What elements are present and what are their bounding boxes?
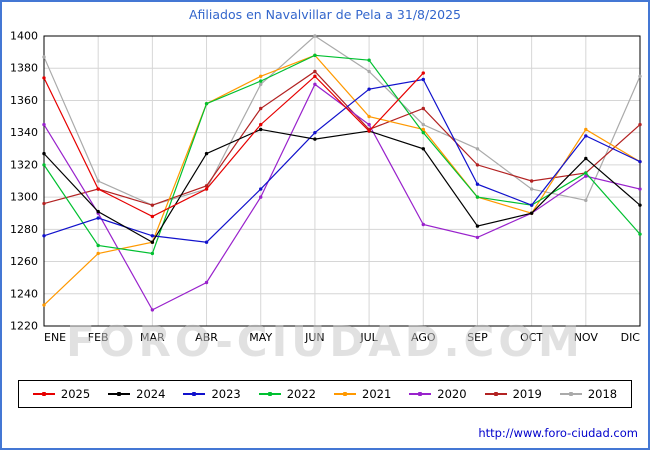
footer-url[interactable]: http://www.foro-ciudad.com (478, 426, 638, 440)
svg-text:1360: 1360 (10, 94, 38, 107)
svg-text:1380: 1380 (10, 62, 38, 75)
svg-text:1260: 1260 (10, 255, 38, 268)
legend-item-2022: 2022 (258, 387, 316, 401)
svg-text:MAY: MAY (249, 331, 272, 344)
svg-text:SEP: SEP (467, 331, 488, 344)
legend-label: 2023 (211, 387, 241, 401)
svg-text:MAR: MAR (140, 331, 165, 344)
legend-label: 2021 (362, 387, 392, 401)
svg-text:FEB: FEB (88, 331, 109, 344)
svg-text:OCT: OCT (520, 331, 543, 344)
legend-label: 2019 (512, 387, 542, 401)
chart-area: 1220 1240 1260 1280 1300 1320 1340 1360 1380 1400… (2, 26, 648, 366)
line-chart: 1220 1240 1260 1280 1300 1320 1340 1360 1380 1400… (10, 30, 642, 344)
legend-label: 2020 (437, 387, 467, 401)
legend-swatch (484, 392, 507, 396)
svg-text:1340: 1340 (10, 126, 38, 139)
legend-item-2021: 2021 (334, 387, 391, 401)
page-title: Afiliados en Navalvillar de Pela a 31/8/… (188, 7, 462, 22)
legend-item-2025: 2025 (32, 387, 91, 401)
legend-label: 2018 (587, 387, 618, 401)
svg-text:1320: 1320 (10, 158, 38, 171)
legend-item-2019: 2019 (484, 387, 542, 401)
legend-item-2024: 2024 (108, 387, 165, 401)
svg-text:1280: 1280 (10, 223, 38, 236)
svg-text:1400: 1400 (10, 30, 38, 43)
legend-swatch (108, 392, 131, 396)
legend-swatch (559, 392, 582, 396)
svg-text:DIC: DIC (621, 331, 641, 344)
legend-swatch (32, 392, 55, 396)
legend-swatch (334, 392, 356, 396)
legend-swatch (258, 392, 281, 396)
svg-text:1240: 1240 (10, 287, 38, 300)
legend-item-2018: 2018 (559, 387, 618, 401)
svg-text:1220: 1220 (10, 320, 38, 333)
legend-label: 2024 (136, 387, 166, 401)
svg-text:ENE: ENE (44, 331, 66, 344)
legend-swatch (409, 392, 432, 396)
legend-item-2020: 2020 (409, 387, 467, 401)
svg-text:JUN: JUN (304, 331, 325, 344)
legend-label: 2022 (286, 387, 316, 401)
svg-text:ABR: ABR (195, 331, 218, 344)
svg-text:1300: 1300 (10, 191, 38, 204)
svg-text:NOV: NOV (574, 331, 599, 344)
svg-text:JUL: JUL (359, 331, 378, 344)
legend-item-2023: 2023 (183, 387, 241, 401)
legend-swatch (183, 392, 206, 396)
chart-legend: 2025 2024 2023 2022 2021 2020 2019 2018 (17, 380, 633, 408)
legend-label: 2025 (60, 387, 91, 401)
svg-text:AGO: AGO (411, 331, 436, 344)
